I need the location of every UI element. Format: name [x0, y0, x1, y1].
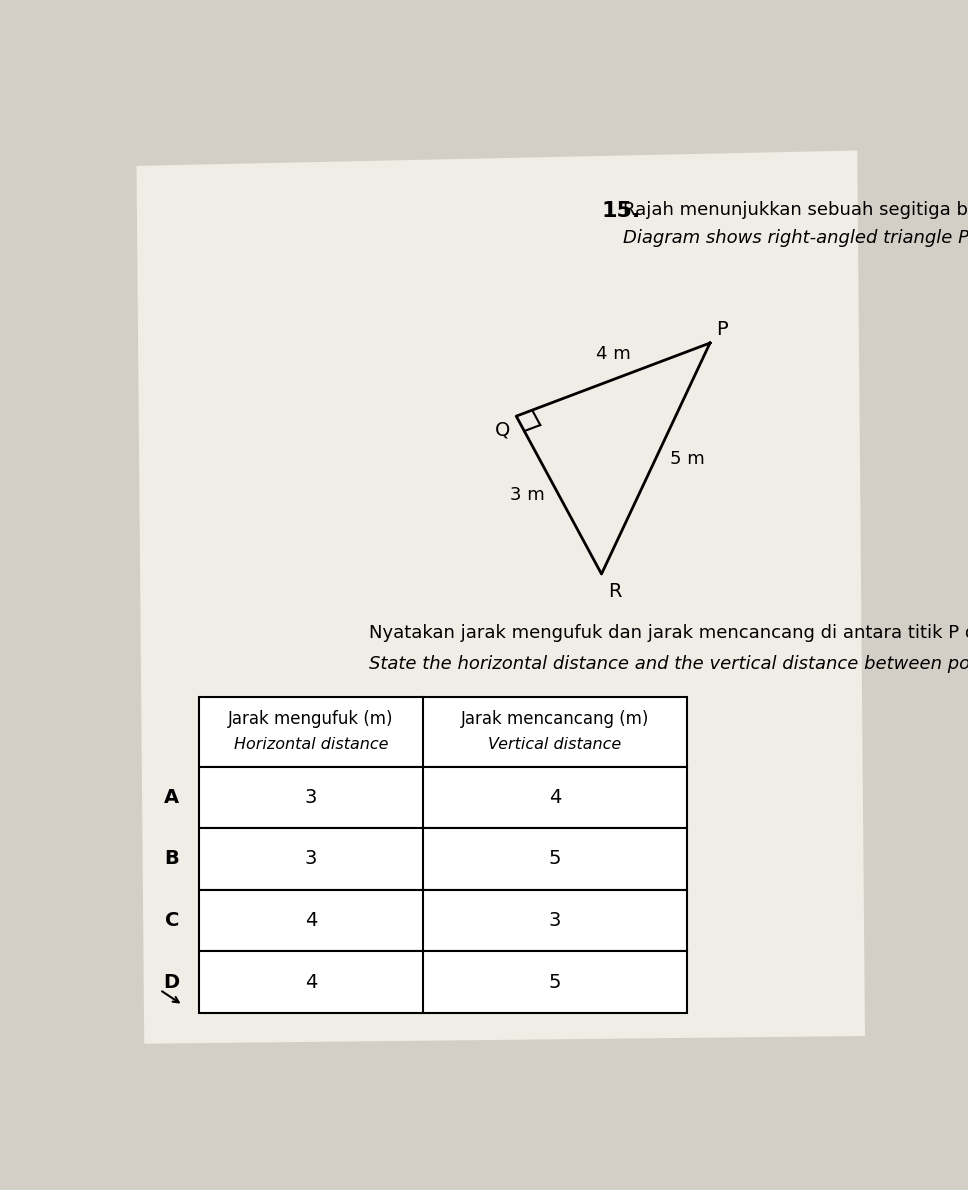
Bar: [198, 828, 686, 890]
Text: 4: 4: [305, 912, 318, 931]
Text: 4: 4: [549, 788, 561, 807]
Text: C: C: [165, 912, 179, 931]
Text: 4: 4: [305, 972, 318, 991]
Bar: [198, 697, 686, 766]
Text: B: B: [165, 850, 179, 869]
Text: 5: 5: [549, 850, 561, 869]
Text: A: A: [164, 788, 179, 807]
Text: D: D: [163, 972, 179, 991]
Bar: [198, 890, 686, 951]
Text: R: R: [608, 582, 621, 601]
Text: Horizontal distance: Horizontal distance: [233, 738, 388, 752]
Text: 5: 5: [549, 972, 561, 991]
Text: Q: Q: [495, 420, 510, 439]
Text: 3: 3: [305, 850, 318, 869]
Polygon shape: [136, 150, 865, 1044]
Text: 3: 3: [305, 788, 318, 807]
Text: Jarak mengufuk (m): Jarak mengufuk (m): [228, 709, 394, 728]
Text: Diagram shows right-angled triangle PQR.: Diagram shows right-angled triangle PQR.: [623, 228, 968, 248]
Text: Vertical distance: Vertical distance: [489, 738, 621, 752]
Text: 3 m: 3 m: [510, 486, 545, 505]
Text: Jarak mencancang (m): Jarak mencancang (m): [461, 709, 650, 728]
Text: Nyatakan jarak mengufuk dan jarak mencancang di antara titik P dan titik R.: Nyatakan jarak mengufuk dan jarak mencan…: [369, 624, 968, 643]
Text: Rajah menunjukkan sebuah segitiga bersudut tegak PQR.: Rajah menunjukkan sebuah segitiga bersud…: [623, 201, 968, 219]
Text: 3: 3: [549, 912, 561, 931]
Text: State the horizontal distance and the vertical distance between point P and poin: State the horizontal distance and the ve…: [369, 654, 968, 672]
Text: P: P: [716, 320, 728, 339]
Text: 5 m: 5 m: [670, 450, 705, 468]
Bar: [198, 951, 686, 1013]
Text: 4 m: 4 m: [595, 345, 630, 363]
Bar: [198, 766, 686, 828]
Text: 15.: 15.: [601, 201, 641, 220]
